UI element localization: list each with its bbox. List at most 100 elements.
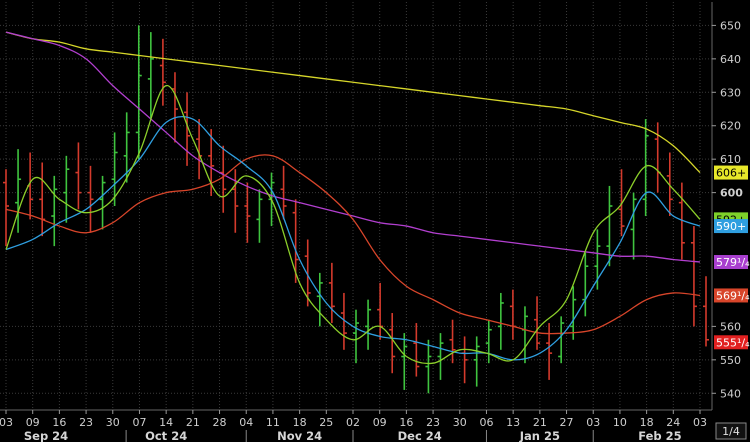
ohlc-bar [425, 339, 432, 394]
ohlc-bar [449, 319, 456, 364]
ohlc-bar [123, 112, 130, 183]
x-tick-label: 14 [159, 416, 173, 429]
y-tick-label: 650 [720, 19, 741, 32]
ohlc-bar [256, 189, 263, 243]
ohlc-bar [389, 313, 396, 374]
price-tag: 555¹/₄ [714, 335, 750, 350]
price-tag-box [714, 335, 748, 350]
price-tags: 606+592+590+579¹/₄+569¹/₄+555¹/₄ [714, 165, 750, 350]
x-tick-label: 09 [373, 416, 387, 429]
x-tick-label: 30 [453, 416, 467, 429]
x-tick-label: 16 [399, 416, 413, 429]
y-tick-label: 560 [720, 320, 741, 333]
x-tick-label: 18 [640, 416, 654, 429]
grid-lines [0, 2, 712, 410]
price-tag: 590+ [714, 219, 748, 234]
y-tick-label: 640 [720, 53, 741, 66]
month-label: Feb 25 [638, 429, 681, 442]
x-tick-label: 03 [0, 416, 13, 429]
x-tick-label: 10 [613, 416, 627, 429]
price-tag-label: 569¹/₄+ [716, 289, 750, 302]
line-ma_blue [5, 115, 701, 361]
ohlc-bar [328, 262, 335, 324]
ohlc-bar [292, 199, 299, 283]
x-tick-label: 21 [186, 416, 200, 429]
ohlc-bar [244, 182, 251, 243]
x-axis: 03 09 16 23 30 07 14 21 28 04 11 18 25 02 09 16 23 30 06 13… [0, 409, 712, 442]
page-indicator-box[interactable] [715, 422, 747, 440]
y-tick-label: 600 [720, 187, 743, 200]
ohlc-bar [534, 296, 541, 350]
x-tick-label: 23 [426, 416, 440, 429]
ohlc-bar [63, 155, 70, 223]
ohlc-bar [678, 182, 685, 260]
x-tick-label: 21 [533, 416, 547, 429]
x-tick-label: 28 [213, 416, 227, 429]
y-axis: 540 550 560 600 610 620 630 640 650 [711, 2, 743, 410]
x-tick-label: 18 [293, 416, 307, 429]
ohlc-bar [75, 142, 82, 210]
x-tick-label: 03 [586, 416, 600, 429]
price-tag-box [714, 219, 748, 234]
ohlc-bar [401, 333, 408, 390]
ohlc-bar [630, 192, 637, 260]
x-tick-label: 07 [132, 416, 146, 429]
ohlc-bar [413, 323, 420, 377]
ohlc-bar [606, 185, 613, 267]
ohlc-bar [3, 169, 9, 247]
x-tick-label: 03 [693, 416, 707, 429]
price-tag-box [714, 255, 748, 270]
ohlc-bar [111, 132, 118, 206]
ohlc-bar [365, 299, 372, 350]
y-tick-label: 540 [720, 387, 741, 400]
page-indicator[interactable]: 1/4 [715, 422, 747, 440]
ohlc-bar [184, 92, 191, 166]
month-label: Sep 24 [24, 429, 68, 442]
price-tag-label: 555¹/₄ [716, 336, 750, 349]
y-tick-label: 610 [720, 153, 741, 166]
x-tick-label: 27 [560, 416, 574, 429]
ohlc-bar [437, 333, 444, 380]
ohlc-bar [51, 175, 58, 247]
line-ma_yellow [5, 31, 701, 174]
ohlc-bar [690, 226, 697, 327]
x-tick-label: 02 [346, 416, 360, 429]
x-tick-label: 04 [239, 416, 253, 429]
price-tag: 569¹/₄+ [714, 288, 750, 303]
ohlc-bar [703, 276, 709, 347]
ohlc-bar [473, 336, 480, 387]
ohlc-bar [666, 152, 673, 217]
price-tag-box [714, 288, 748, 303]
ohlc-bar [642, 119, 649, 217]
price-tag-label: 590+ [716, 220, 746, 233]
x-tick-label: 11 [266, 416, 280, 429]
x-tick-label: 25 [319, 416, 333, 429]
ohlc-bar [546, 323, 553, 380]
ohlc-bar [558, 316, 565, 364]
ohlc-bar [304, 239, 311, 307]
y-tick-label: 630 [720, 86, 741, 99]
x-tick-label: 09 [26, 416, 40, 429]
price-tag: 606+ [714, 165, 748, 180]
ohlc-bar [280, 165, 287, 220]
ohlc-bar [15, 149, 22, 233]
ohlc-bar [497, 292, 504, 350]
ohlc-bar [353, 309, 359, 364]
price-tag-label: 579¹/₄+ [716, 256, 750, 269]
ohlc-bar [316, 272, 323, 327]
month-label: Nov 24 [277, 429, 322, 442]
line-ma_red [5, 154, 701, 335]
ohlc-bar [570, 286, 577, 340]
ohlc-bar [99, 175, 106, 230]
x-tick-label: 16 [52, 416, 66, 429]
ohlc-bar [159, 38, 166, 106]
ohlc-bar [232, 169, 239, 233]
price-tag-box [714, 165, 748, 180]
month-label: Oct 24 [145, 429, 187, 442]
price-tag-label: 606+ [716, 167, 746, 180]
month-label: Dec 24 [398, 429, 442, 442]
ohlc-bar [485, 319, 492, 364]
